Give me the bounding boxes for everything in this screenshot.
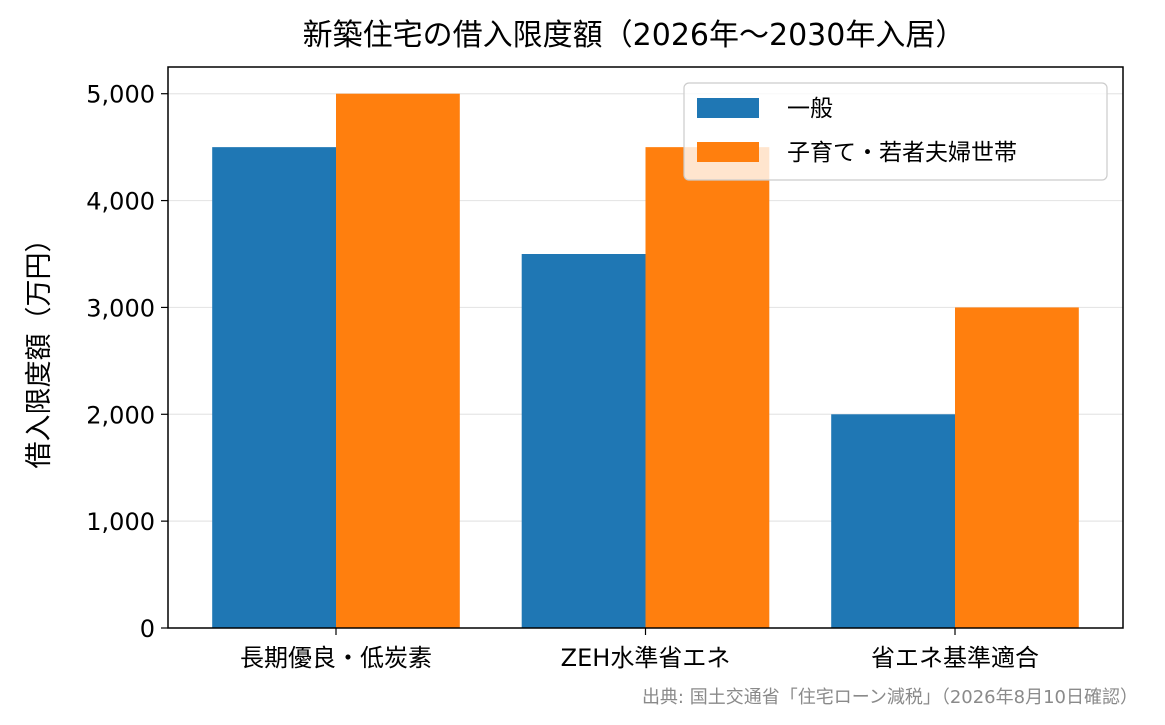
y-tick-label: 5,000: [86, 81, 155, 109]
y-tick-label: 3,000: [86, 294, 155, 322]
legend-swatch-general: [697, 98, 759, 118]
legend: 一般 子育て・若者夫婦世帯: [683, 82, 1108, 181]
legend-swatch-family: [697, 142, 759, 162]
bar-general: [212, 147, 336, 628]
bar-family: [955, 307, 1079, 628]
x-tick-label: ZEH水準省エネ: [561, 644, 731, 672]
x-tick-label: 省エネ基準適合: [871, 644, 1039, 672]
chart-title: 新築住宅の借入限度額（2026年〜2030年入居）: [303, 18, 966, 53]
y-tick-label: 2,000: [86, 401, 155, 429]
source-note: 出典: 国土交通省「住宅ローン減税」（2026年8月10日確認）: [642, 687, 1138, 708]
y-tick-label: 0: [140, 615, 155, 643]
y-axis-label: 借入限度額（万円）: [24, 226, 55, 469]
y-tick-label: 1,000: [86, 508, 155, 536]
x-axis-ticks: 長期優良・低炭素 ZEH水準省エネ 省エネ基準適合: [240, 628, 1039, 672]
bars: [212, 93, 1079, 628]
bar-family: [645, 147, 770, 628]
y-axis-ticks: 0 1,000 2,000 3,000 4,000 5,000: [86, 81, 168, 643]
bar-general: [831, 414, 956, 628]
legend-label-general: 一般: [787, 96, 833, 122]
legend-box: [683, 82, 1108, 181]
x-tick-label: 長期優良・低炭素: [240, 644, 432, 672]
y-tick-label: 4,000: [86, 188, 155, 216]
bar-family: [335, 93, 460, 628]
bar-general: [521, 254, 646, 628]
legend-label-family: 子育て・若者夫婦世帯: [787, 140, 1017, 166]
